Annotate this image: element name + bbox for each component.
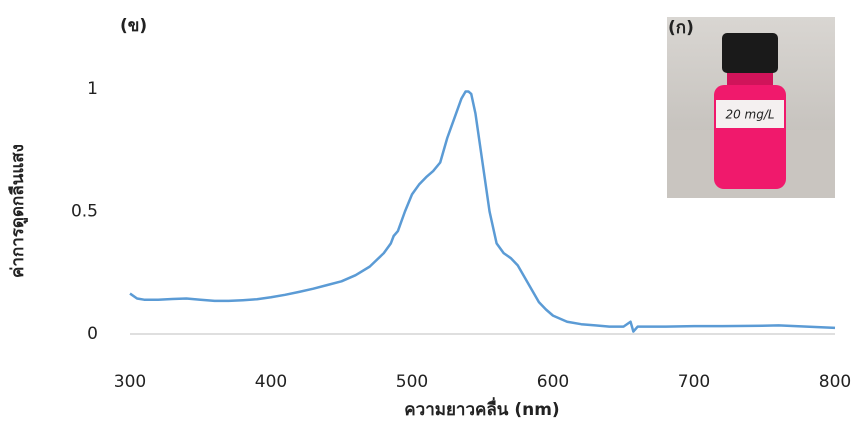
y-tick-label: 0.5 xyxy=(71,202,98,222)
y-tick-label: 1 xyxy=(87,79,98,99)
chart: (ข) ความยาวคลื่น (nm) ค่าการดูดกลืนแสง 0… xyxy=(0,0,856,425)
x-tick-label: 400 xyxy=(255,372,287,392)
inset-panel-label: (ก) xyxy=(668,18,694,38)
x-axis-label: ความยาวคลื่น (nm) xyxy=(404,397,559,420)
y-tick-label: 0 xyxy=(87,324,98,344)
x-tick-label: 500 xyxy=(396,372,428,392)
x-tick-label: 700 xyxy=(678,372,710,392)
y-axis-label: ค่าการดูดกลืนแสง xyxy=(7,144,29,278)
x-tick-label: 600 xyxy=(537,372,569,392)
inset-photo: 20 mg/L (ก) xyxy=(667,17,835,198)
panel-label: (ข) xyxy=(120,16,147,36)
bottle-label: 20 mg/L xyxy=(725,108,774,122)
x-tick-label: 300 xyxy=(114,372,146,392)
x-tick-label: 800 xyxy=(819,372,851,392)
